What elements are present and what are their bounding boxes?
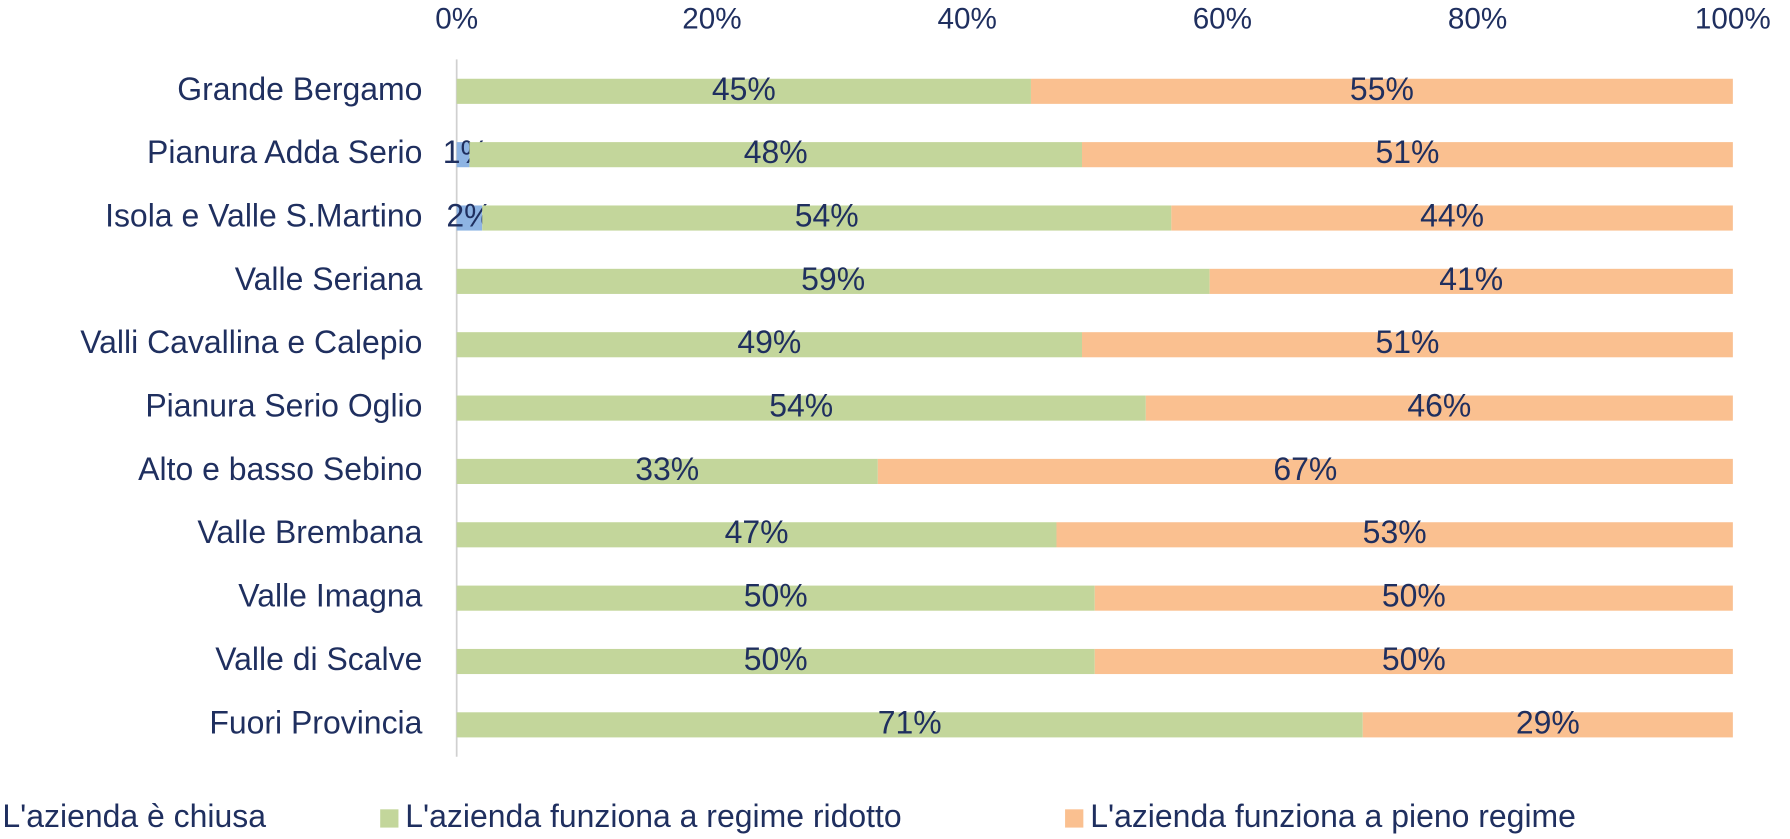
data-label: 71% [878, 704, 942, 740]
bar-segment [1082, 142, 1733, 168]
x-tick-label: 0% [435, 2, 478, 35]
bar-segment [1171, 205, 1733, 231]
y-tick-label: Valli Cavallina e Calepio [80, 324, 422, 360]
bar-segment [1209, 268, 1733, 294]
y-tick-label: Pianura Serio Oglio [145, 388, 422, 424]
data-label: 50% [1382, 578, 1446, 614]
x-tick-label: 80% [1448, 2, 1507, 35]
bar-segment [456, 458, 878, 484]
legend-marker [380, 809, 399, 828]
data-label: 45% [712, 71, 776, 107]
bar-segment [482, 205, 1172, 231]
x-tick-label: 60% [1193, 2, 1252, 35]
data-label: 67% [1273, 451, 1337, 487]
data-label: 51% [1375, 134, 1439, 170]
bar-segment [456, 585, 1095, 611]
data-label: 53% [1363, 514, 1427, 550]
x-tick-label: 20% [682, 2, 741, 35]
y-tick-label: Valle Seriana [235, 261, 423, 297]
legend-label: L'azienda funziona a regime ridotto [405, 798, 901, 834]
legend-label: L'azienda è chiusa [2, 798, 266, 834]
y-tick-label: Grande Bergamo [177, 71, 422, 107]
data-label: 50% [1382, 641, 1446, 677]
x-tick-label: 40% [937, 2, 996, 35]
data-label: 54% [795, 197, 859, 233]
y-tick-label: Alto e basso Sebino [138, 451, 422, 487]
x-tick-label: 100% [1695, 2, 1771, 35]
data-label: 59% [801, 261, 865, 297]
y-tick-label: Pianura Adda Serio [147, 134, 422, 170]
data-label: 51% [1375, 324, 1439, 360]
data-label: 49% [737, 324, 801, 360]
bar-segment [456, 205, 483, 231]
data-label: 47% [725, 514, 789, 550]
data-label: 41% [1439, 261, 1503, 297]
data-label: 46% [1407, 388, 1471, 424]
bar-segment [456, 522, 1057, 548]
y-tick-label: Isola e Valle S.Martino [105, 197, 422, 233]
data-label: 44% [1420, 197, 1484, 233]
bar-segment [1362, 712, 1733, 738]
legend-marker [1065, 809, 1084, 828]
bar-segment [1030, 78, 1733, 104]
bar-segment [1145, 395, 1733, 421]
bar-segment [456, 78, 1031, 104]
data-label: 50% [744, 641, 808, 677]
bar-segment [1082, 332, 1733, 358]
bar-segment [1056, 522, 1733, 548]
data-label: 48% [744, 134, 808, 170]
bar-segment [456, 268, 1210, 294]
bar-segment [456, 395, 1146, 421]
data-label: 50% [744, 578, 808, 614]
bar-segment [456, 712, 1363, 738]
bar-segment [1094, 585, 1733, 611]
bar-segment [456, 142, 470, 168]
data-label: 29% [1516, 704, 1580, 740]
y-tick-label: Valle di Scalve [215, 641, 422, 677]
legend-label: L'azienda funziona a pieno regime [1090, 798, 1576, 834]
bar-segment [456, 332, 1083, 358]
data-label: 55% [1350, 71, 1414, 107]
bar-segment [1094, 648, 1733, 675]
y-tick-label: Valle Imagna [238, 578, 422, 614]
data-label: 54% [769, 388, 833, 424]
y-tick-label: Fuori Provincia [209, 704, 422, 740]
bar-segment [456, 648, 1095, 675]
bar-segment [469, 142, 1082, 168]
data-label: 33% [635, 451, 699, 487]
bar-segment [877, 458, 1733, 484]
y-tick-label: Valle Brembana [197, 514, 422, 550]
